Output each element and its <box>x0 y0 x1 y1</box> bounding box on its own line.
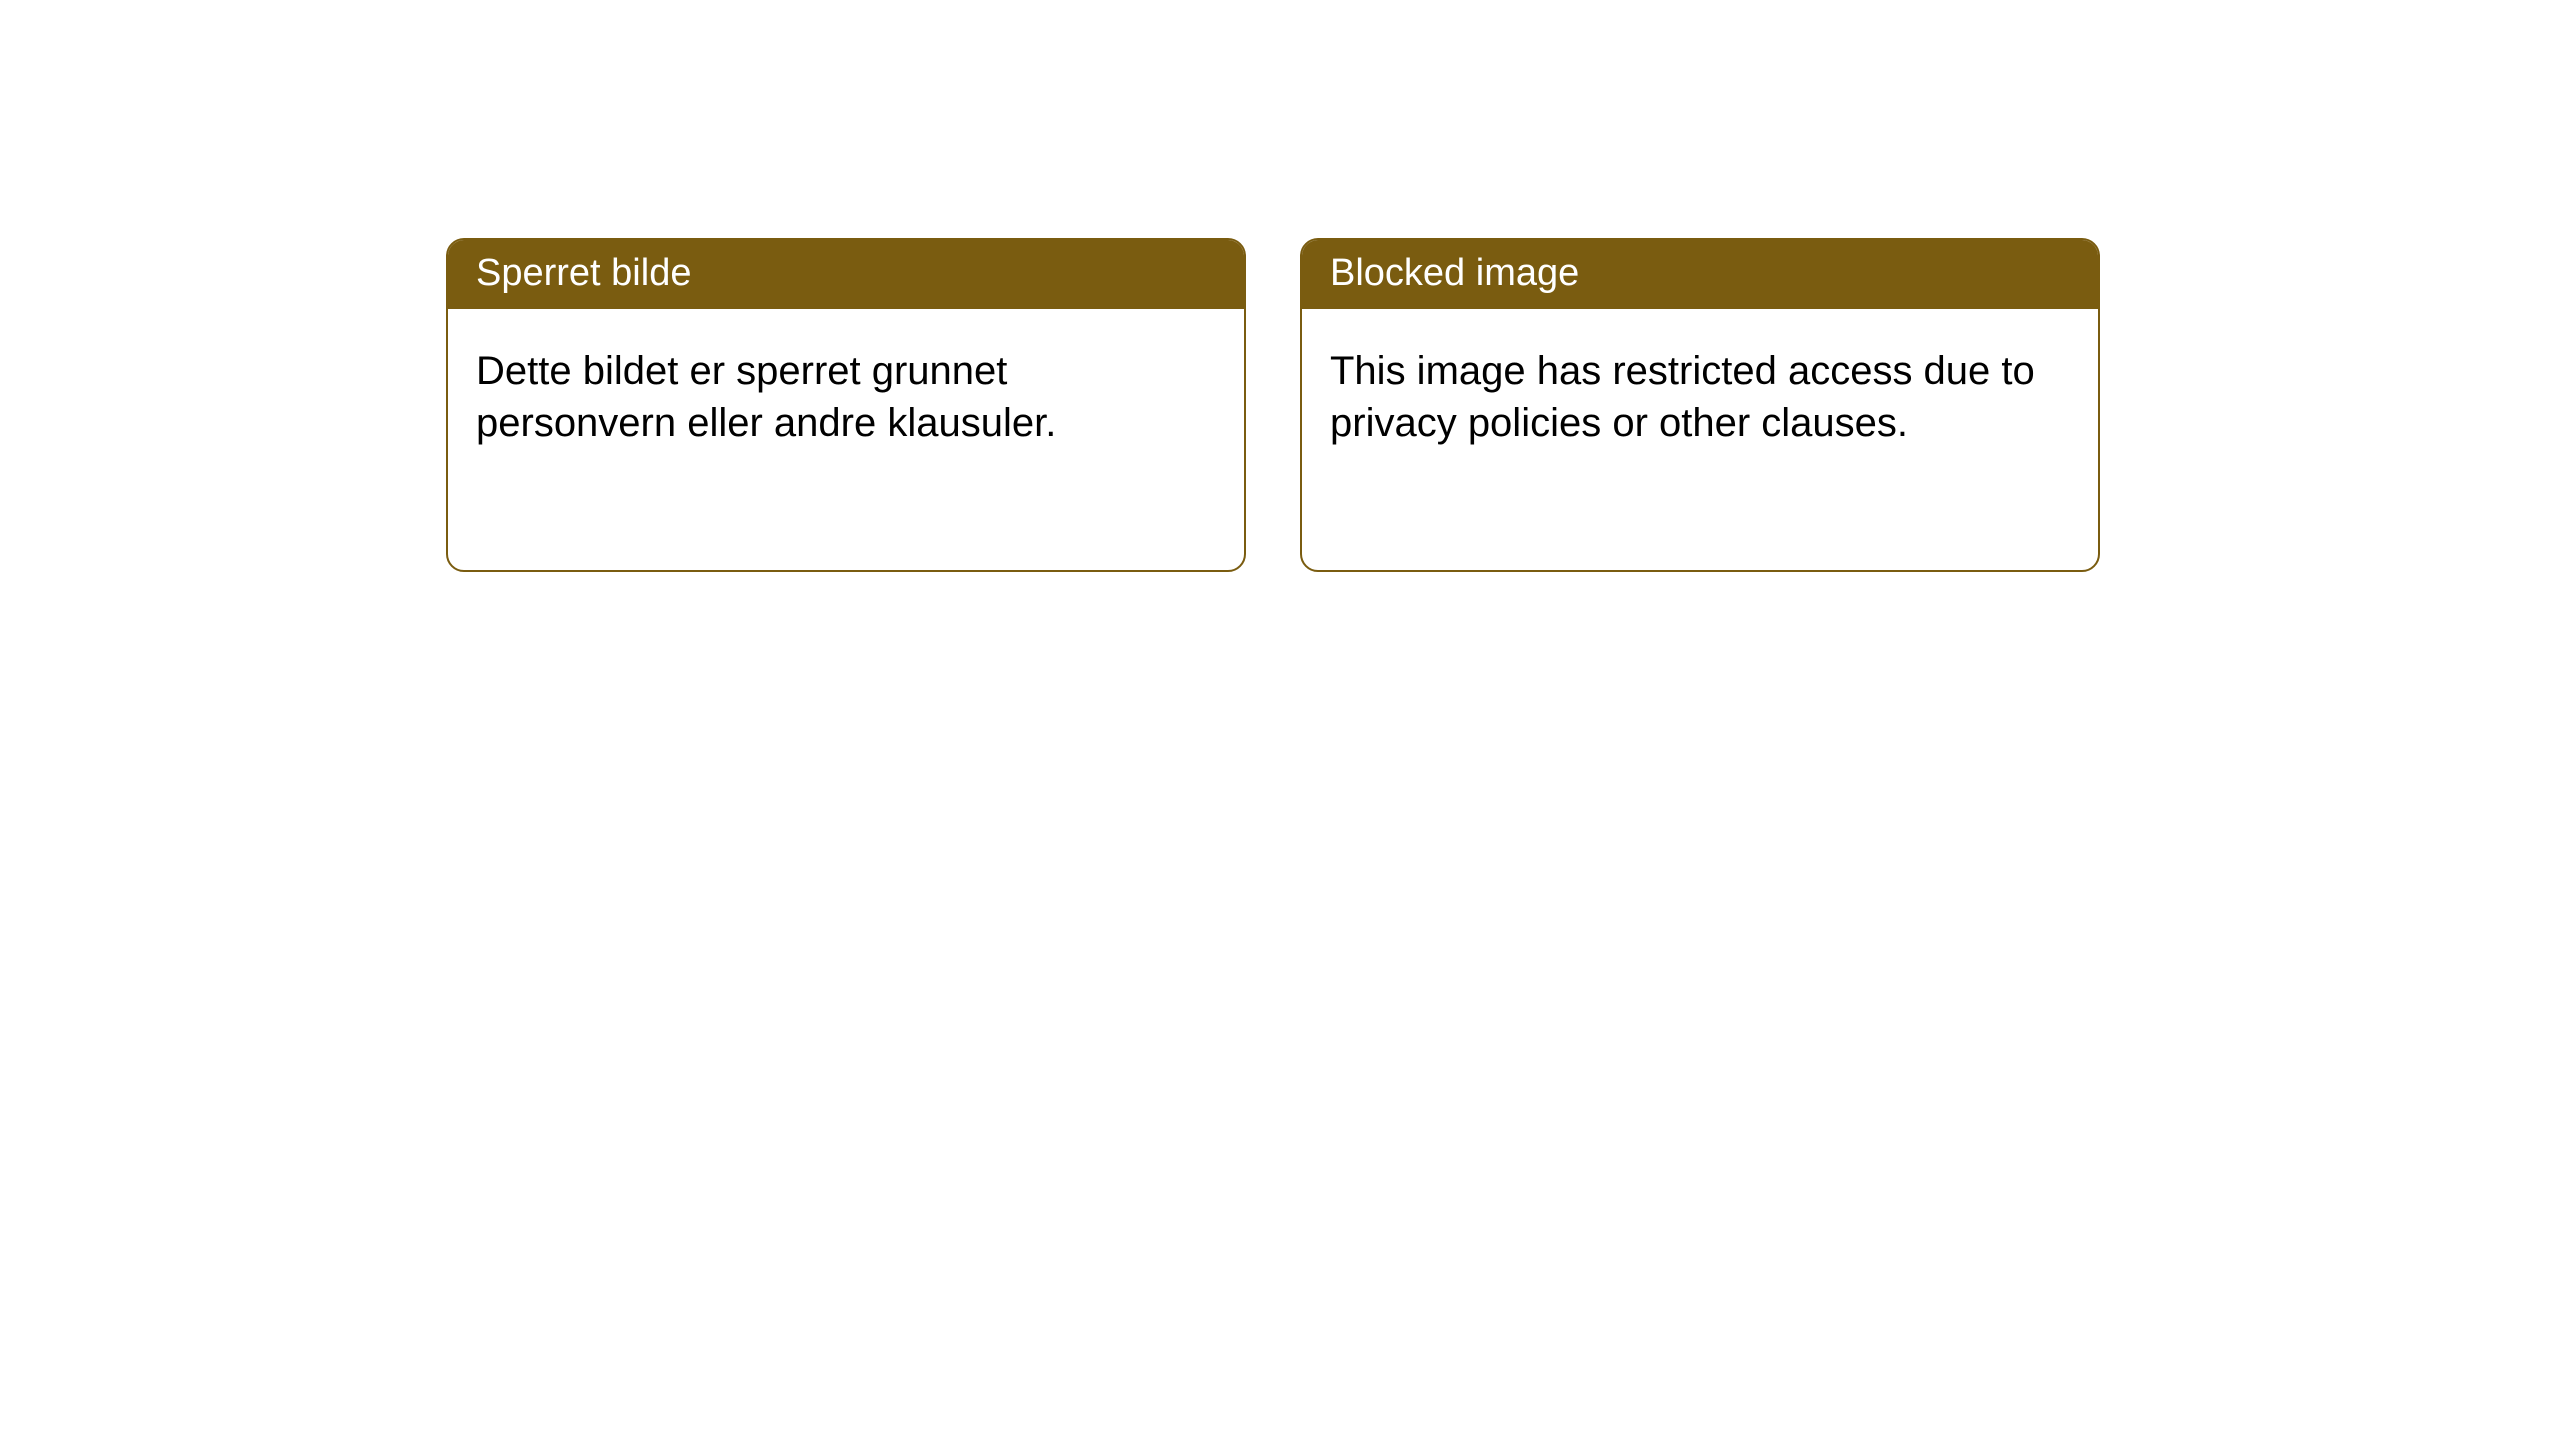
card-body: Dette bildet er sperret grunnet personve… <box>448 309 1244 477</box>
card-title: Blocked image <box>1330 252 1579 294</box>
notice-card-norwegian: Sperret bilde Dette bildet er sperret gr… <box>446 238 1246 572</box>
card-title: Sperret bilde <box>476 252 691 294</box>
notice-card-english: Blocked image This image has restricted … <box>1300 238 2100 572</box>
card-header: Blocked image <box>1302 240 2098 309</box>
card-header: Sperret bilde <box>448 240 1244 309</box>
card-body-text: This image has restricted access due to … <box>1330 349 2035 445</box>
card-body: This image has restricted access due to … <box>1302 309 2098 477</box>
card-body-text: Dette bildet er sperret grunnet personve… <box>476 349 1056 445</box>
notice-container: Sperret bilde Dette bildet er sperret gr… <box>0 0 2560 572</box>
